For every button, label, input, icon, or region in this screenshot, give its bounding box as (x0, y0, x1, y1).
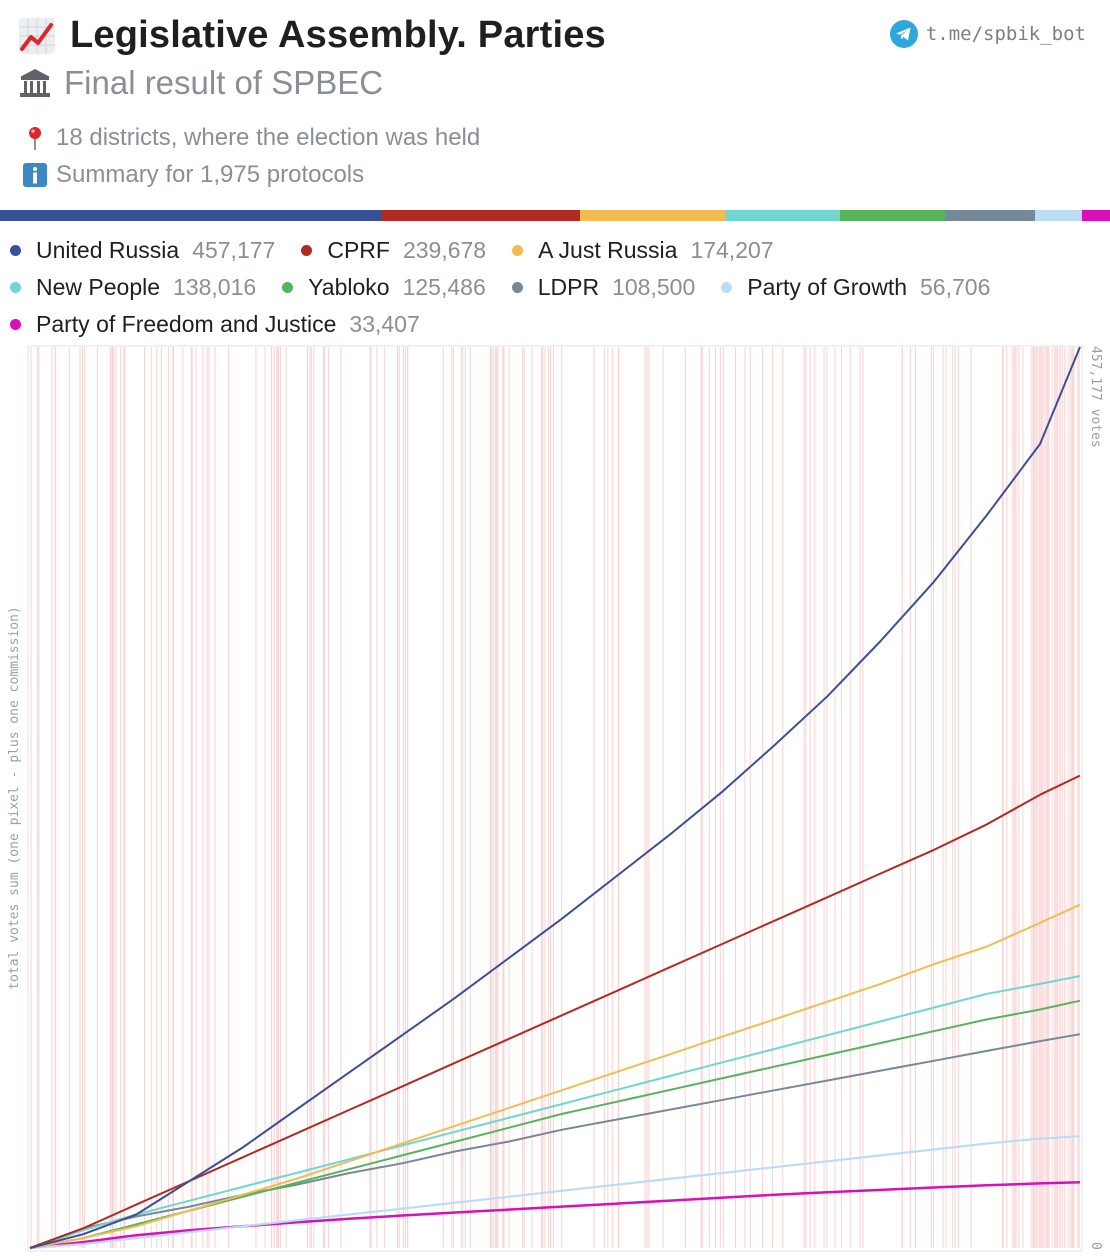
bot-link-text[interactable]: t.me/spbik_bot (925, 23, 1086, 45)
share-segment-new-people (725, 210, 841, 221)
vote-share-bar (0, 210, 1110, 221)
legend-value: 138,016 (173, 274, 257, 300)
legend-dot-icon (10, 245, 21, 256)
series-line-united-russia (29, 346, 1081, 1249)
protocol-grid (30, 347, 1080, 1248)
page-title: Legislative Assembly. Parties (70, 14, 606, 56)
series-line-cprf (29, 774, 1081, 1249)
legend-dot-icon (282, 282, 294, 293)
plot-frame (27, 345, 1083, 1252)
y-top-value-label: 457,177 votes (1088, 346, 1103, 448)
summary-text: Summary for 1,975 protocols (56, 161, 365, 188)
legend-value: 174,207 (690, 237, 774, 263)
districts-info: 18 districts, where the election was hel… (22, 124, 480, 152)
share-segment-ldpr (944, 210, 1035, 221)
legend-item-ldpr: LDPR 108,500 (511, 274, 696, 301)
legend-item-cprf: CPRF 239,678 (301, 237, 486, 264)
legend-item-yabloko: Yabloko 125,486 (282, 274, 486, 301)
share-segment-party-of-growth (1034, 210, 1083, 221)
cumulative-votes-chart: total votes sum (one pixel - plus one co… (7, 345, 1103, 1252)
legend-dot-icon (512, 245, 524, 256)
legend-dot-icon (301, 245, 313, 256)
share-segment-party-of-freedom-and-justice (1082, 210, 1110, 221)
bot-link[interactable]: t.me/spbik_bot (889, 20, 1086, 48)
series-line-party-of-freedom-and-justice (29, 1180, 1081, 1250)
summary-info: Summary for 1,975 protocols (22, 161, 364, 189)
legend-item-united-russia: United Russia 457,177 (10, 237, 275, 264)
districts-text: 18 districts, where the election was hel… (56, 124, 481, 151)
series-line-party-of-growth (29, 1135, 1081, 1250)
legend-value: 56,706 (920, 274, 991, 300)
legend-row: New People 138,016 Yabloko 125,486 LDPR 108,5… (10, 269, 1100, 306)
legend-value: 457,177 (192, 237, 276, 263)
legend-name: CPRF (327, 237, 390, 263)
legend-name: LDPR (537, 274, 600, 300)
legend-dot-icon (10, 319, 21, 330)
legend-name: Party of Growth (747, 274, 908, 300)
share-segment-yabloko (840, 210, 945, 221)
legend-item-new-people: New People 138,016 (10, 274, 256, 301)
legend: United Russia 457,177 CPRF 239,678 A Just Ru… (10, 232, 1100, 343)
legend-dot-icon (511, 282, 523, 293)
series-line-new-people (29, 975, 1081, 1249)
legend-item-party-of-growth: Party of Growth 56,706 (721, 274, 990, 301)
legend-dot-icon (721, 282, 733, 293)
series-lines (29, 346, 1081, 1250)
legend-name: A Just Russia (538, 237, 678, 263)
y-axis-label: total votes sum (one pixel - plus one co… (7, 606, 22, 990)
legend-item-party-of-freedom-and-justice: Party of Freedom and Justice 33,407 (10, 311, 420, 338)
legend-value: 239,678 (402, 237, 487, 263)
legend-name: Yabloko (308, 274, 390, 300)
page-title-block: Legislative Assembly. Parties (18, 14, 606, 57)
legend-name: United Russia (36, 237, 180, 263)
legend-value: 33,407 (349, 311, 420, 337)
round-pushpin-icon (29, 127, 41, 150)
series-line-ldpr (29, 1033, 1081, 1249)
share-segment-cprf (380, 210, 581, 221)
subtitle: Final result of SPBEC (64, 64, 384, 101)
legend-row: Party of Freedom and Justice 33,407 (10, 306, 1100, 343)
legend-name: Party of Freedom and Justice (36, 311, 337, 337)
series-line-a-just-russia (29, 903, 1081, 1249)
chart-increasing-icon (19, 17, 55, 54)
legend-item-a-just-russia: A Just Russia 174,207 (512, 237, 774, 264)
information-icon (23, 163, 47, 187)
legend-value: 108,500 (612, 274, 696, 300)
telegram-icon (889, 20, 918, 48)
share-segment-a-just-russia (580, 210, 726, 221)
legend-value: 125,486 (402, 274, 486, 300)
subtitle-block: Final result of SPBEC (18, 64, 383, 102)
legend-name: New People (36, 274, 161, 300)
legend-dot-icon (10, 282, 21, 293)
y-zero-label: 0 (1088, 1242, 1103, 1250)
share-segment-united-russia (0, 210, 381, 221)
legend-row: United Russia 457,177 CPRF 239,678 A Just Ru… (10, 232, 1100, 269)
classical-building-icon (20, 69, 50, 97)
